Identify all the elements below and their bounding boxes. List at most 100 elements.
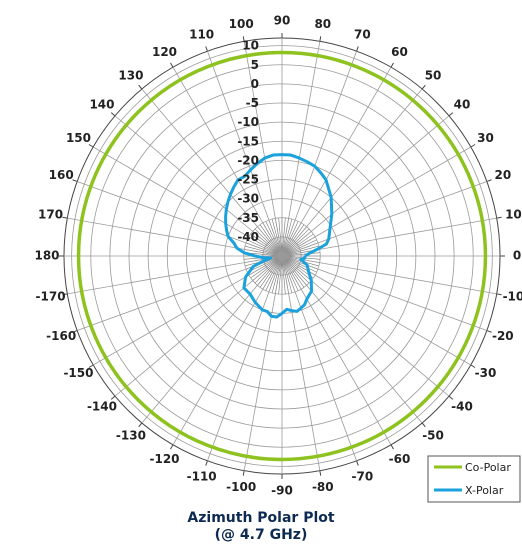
angle-tick-label: -60 — [389, 452, 411, 466]
angle-tick-mark — [62, 216, 68, 219]
angle-tick-mark — [448, 112, 454, 117]
angle-tick-label: -110 — [187, 469, 217, 483]
grid-spoke — [141, 255, 283, 424]
angle-tick-label: -50 — [422, 429, 444, 443]
grid-spoke — [281, 255, 392, 445]
angle-tick-label: -140 — [87, 400, 117, 414]
grid-spoke-center — [271, 255, 283, 294]
grid-spoke-center — [281, 255, 293, 294]
angle-tick-mark — [72, 330, 78, 333]
angle-tick-mark — [421, 84, 426, 90]
angle-tick-label: 30 — [477, 131, 494, 145]
grid-spoke-center — [254, 228, 283, 257]
angle-tick-mark — [72, 179, 78, 182]
grid-spoke-center — [281, 217, 286, 257]
angle-tick-label: -170 — [36, 289, 66, 303]
series-layer — [76, 50, 488, 462]
grid-spoke-center — [281, 228, 310, 257]
angle-tick-mark — [62, 293, 68, 296]
angle-tick-label: 180 — [34, 249, 59, 263]
angle-tick-label: -80 — [312, 480, 334, 494]
angle-tick-mark — [242, 470, 245, 476]
grid-spoke-center — [281, 221, 299, 257]
grid-spoke — [281, 255, 321, 471]
grid-spoke-center — [247, 255, 283, 273]
grid-spoke — [281, 181, 487, 257]
grid-spoke-center — [259, 224, 283, 257]
grid-spoke-center — [250, 233, 283, 257]
angle-tick-label: 110 — [189, 28, 214, 42]
radial-tick-label: 5 — [251, 58, 259, 72]
angle-tick-label: 170 — [38, 208, 63, 222]
grid-spoke — [281, 255, 471, 366]
angle-tick-mark — [390, 62, 394, 68]
legend-label-co-polar: Co-Polar — [465, 461, 511, 474]
radial-tick-label: -40 — [237, 230, 259, 244]
angle-tick-mark — [486, 330, 492, 333]
grid-spoke-center — [281, 255, 286, 295]
grid-spoke-center — [271, 218, 283, 257]
angle-tick-mark — [448, 395, 454, 400]
angle-tick-label: -160 — [46, 329, 76, 343]
angle-tick-mark — [170, 444, 174, 450]
grid-spoke — [77, 181, 283, 257]
grid-spoke-center — [281, 224, 305, 257]
angle-tick-mark — [496, 293, 502, 296]
radial-tick-label: -20 — [237, 153, 259, 167]
angle-tick-mark — [496, 216, 502, 219]
polar-grid — [59, 33, 505, 479]
angle-tick-label: -120 — [149, 452, 179, 466]
grid-spoke-center — [250, 255, 283, 279]
grid-spoke — [172, 67, 283, 257]
grid-spoke — [281, 255, 497, 295]
grid-spoke-center — [265, 221, 283, 257]
grid-spoke — [77, 255, 283, 331]
radial-tick-label: -25 — [237, 173, 259, 187]
angle-tick-mark — [390, 444, 394, 450]
grid-spoke-center — [281, 255, 317, 273]
angle-tick-mark — [421, 422, 426, 428]
angle-tick-mark — [356, 460, 359, 466]
grid-spoke — [281, 255, 357, 461]
grid-spoke-center — [281, 255, 310, 284]
angle-tick-label: 70 — [354, 28, 371, 42]
grid-spoke — [243, 41, 283, 257]
legend-box — [427, 455, 521, 503]
grid-spoke-center — [278, 217, 283, 257]
grid-spoke — [207, 255, 283, 461]
grid-spoke — [114, 255, 283, 397]
angle-tick-label: 10 — [505, 208, 522, 222]
grid-spoke — [281, 255, 450, 397]
angle-tick-mark — [138, 84, 143, 90]
grid-spoke — [67, 217, 283, 257]
angle-tick-mark — [138, 422, 143, 428]
angle-tick-label: 90 — [274, 14, 291, 28]
angle-tick-label: -70 — [352, 469, 374, 483]
angle-tick-label: -130 — [116, 429, 146, 443]
legend-label-x-polar: X-Polar — [465, 484, 504, 497]
series-co-polar — [76, 50, 488, 462]
grid-spoke-center — [281, 239, 317, 257]
grid-spoke — [281, 67, 392, 257]
grid-spoke — [281, 115, 450, 257]
angle-tick-mark — [170, 62, 174, 68]
angle-tick-label: 40 — [454, 97, 471, 111]
grid-spoke-center — [281, 218, 293, 257]
grid-spoke-center — [254, 255, 283, 284]
grid-spoke-center — [281, 252, 321, 257]
angle-tick-label: 60 — [391, 45, 408, 59]
angle-tick-label: 160 — [49, 168, 74, 182]
grid-spoke — [243, 255, 283, 471]
chart-title: Azimuth Polar Plot — [187, 510, 335, 526]
grid-spoke — [281, 88, 423, 257]
grid-spoke-center — [278, 255, 283, 295]
grid-spoke — [67, 255, 283, 295]
radial-tick-label: -35 — [237, 211, 259, 225]
angle-tick-label: -10 — [503, 289, 522, 303]
angle-tick-label: -20 — [492, 329, 514, 343]
angle-tick-mark — [110, 112, 116, 117]
legend: Co-Polar X-Polar — [427, 455, 521, 503]
grid-spoke — [281, 146, 471, 257]
angle-tick-label: -40 — [451, 400, 473, 414]
grid-spoke — [114, 115, 283, 257]
